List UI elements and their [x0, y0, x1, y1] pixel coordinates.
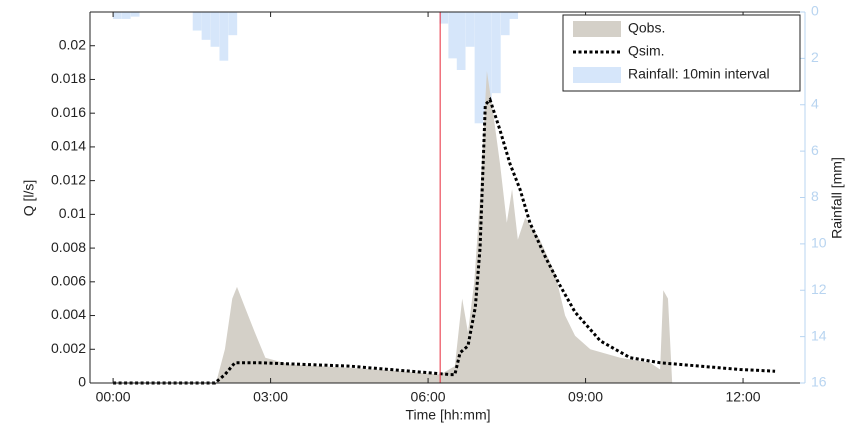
y-tick-label: 0.006	[51, 273, 86, 289]
legend-label: Qsim.	[628, 43, 665, 59]
y2-tick-label: 10	[811, 235, 827, 251]
rain-bar	[210, 12, 220, 47]
y-tick-label: 0.014	[51, 138, 86, 154]
y-tick-label: 0.018	[51, 70, 86, 86]
y2-tick-label: 8	[811, 188, 819, 204]
y2-tick-label: 16	[811, 374, 827, 390]
rain-bar	[219, 12, 229, 61]
rain-bar	[491, 12, 501, 94]
y2-tick-label: 6	[811, 142, 819, 158]
rain-bar	[474, 12, 484, 124]
x-tick-label: 12:00	[726, 389, 761, 405]
rain-bar	[465, 12, 475, 47]
rain-bar	[456, 12, 466, 70]
y-tick-label: 0.01	[59, 205, 86, 221]
rain-bar	[130, 12, 140, 17]
x-tick-label: 03:00	[253, 389, 288, 405]
rain-bar	[500, 12, 510, 36]
rain-bar	[121, 12, 131, 19]
y2-tick-label: 12	[811, 281, 827, 297]
x-tick-label: 09:00	[568, 389, 603, 405]
y2-tick-label: 4	[811, 95, 819, 111]
y-tick-label: 0.012	[51, 171, 86, 187]
rain-bar	[448, 12, 458, 59]
legend-swatch	[573, 21, 621, 37]
y-axis-label: Q [l/s]	[21, 180, 37, 217]
x-tick-label: 00:00	[96, 389, 131, 405]
y-tick-label: 0.02	[59, 36, 86, 52]
rain-bar	[112, 12, 122, 19]
legend-label: Rainfall: 10min interval	[628, 66, 770, 82]
y-tick-label: 0.002	[51, 340, 86, 356]
y2-tick-label: 14	[811, 327, 827, 343]
y2-tick-label: 0	[811, 3, 819, 19]
qsim-line	[113, 96, 776, 385]
rain-bar	[509, 12, 519, 19]
y-tick-label: 0.016	[51, 104, 86, 120]
y2-axis-label: Rainfall [mm]	[829, 157, 845, 239]
rain-bar	[201, 12, 211, 40]
x-axis-label: Time [hh:mm]	[405, 407, 490, 423]
rain-bar	[192, 12, 202, 31]
rain-bar	[228, 12, 238, 36]
y-tick-label: 0.008	[51, 239, 86, 255]
legend-swatch	[573, 67, 621, 83]
y-tick-label: 0.004	[51, 306, 86, 322]
rain-bar	[439, 12, 449, 24]
rain-bar	[483, 12, 492, 115]
y-tick-label: 0	[78, 374, 86, 390]
y2-tick-label: 2	[811, 49, 819, 65]
x-tick-label: 06:00	[411, 389, 446, 405]
qobs-area	[113, 71, 673, 383]
legend-label: Qobs.	[628, 20, 665, 36]
